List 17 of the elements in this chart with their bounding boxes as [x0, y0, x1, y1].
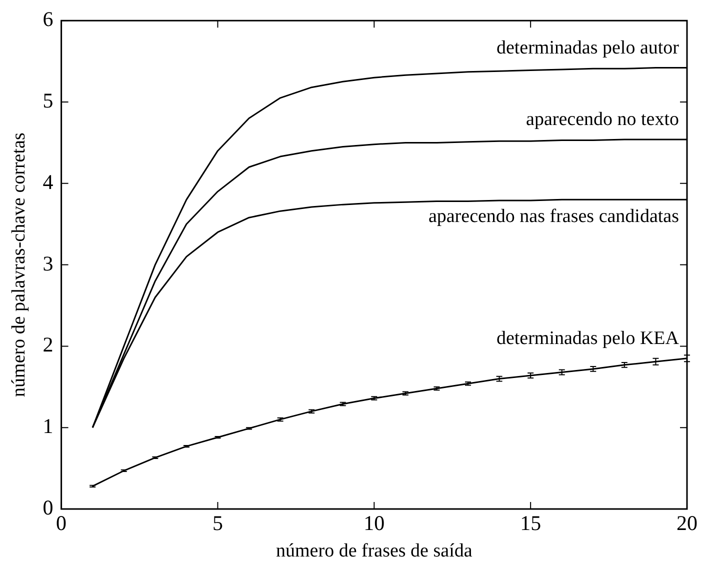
y-tick-label: 5	[42, 88, 54, 113]
x-axis-title: número de frases de saída	[276, 540, 473, 562]
series-label: determinadas pelo KEA	[496, 328, 680, 349]
y-tick-label: 0	[42, 496, 54, 520]
y-tick-label: 2	[42, 332, 54, 357]
legend-label: aparecendo no texto	[526, 108, 679, 130]
y-axis-title: número de palavras-chave corretas	[8, 132, 30, 397]
y-tick-label: 4	[42, 170, 54, 194]
x-tick-label: 15	[520, 511, 542, 536]
legend-label: determinadas pelo autor	[496, 37, 680, 58]
legend-label: aparecendo nas frases candidatas	[428, 206, 679, 228]
y-tick-label: 1	[42, 414, 54, 438]
x-tick-label: 5	[212, 511, 223, 536]
x-tick-label: 10	[364, 511, 385, 536]
y-tick-label: 3	[42, 251, 54, 276]
x-tick-label: 20	[676, 511, 698, 536]
y-tick-label: 6	[42, 7, 54, 32]
